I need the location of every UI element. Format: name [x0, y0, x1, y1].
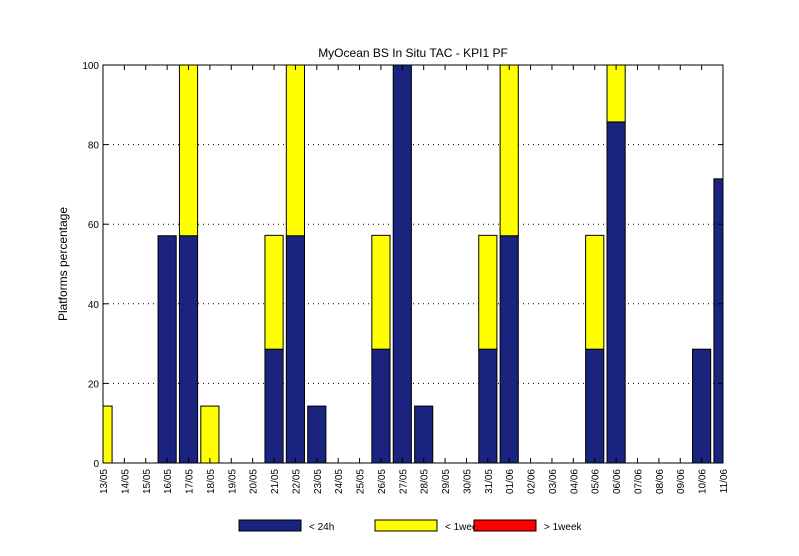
bar-26-05-series-0 [371, 348, 391, 464]
y-tick-label-1: 20 [88, 379, 100, 390]
x-tick-label-20: 02/06 [527, 469, 538, 494]
bar-26-05-series-1 [371, 234, 391, 350]
plot-frame [102, 64, 724, 464]
bar-01-06-series-0 [499, 235, 519, 464]
bar-22-05-series-0 [285, 235, 305, 464]
bar-31-05-series-0 [478, 348, 498, 464]
legend-swatch-1 [374, 519, 438, 532]
y-tick-label-5: 100 [82, 61, 99, 72]
y-axis-ticks: 0 20 40 60 80 100 [82, 61, 723, 470]
x-tick-label-22: 04/06 [569, 469, 580, 494]
x-tick-label-3: 16/05 [163, 469, 174, 494]
legend-label-1: < 1week [445, 522, 484, 533]
legend: < 24h < 1week > 1week [238, 519, 583, 533]
bar-13-05-series-1 [102, 405, 113, 464]
x-tick-label-6: 19/05 [227, 469, 238, 494]
x-tick-label-27: 09/06 [676, 469, 687, 494]
bar-18-05-series-1 [200, 405, 220, 464]
bar-16-05-series-0 [157, 235, 177, 464]
x-tick-label-5: 18/05 [206, 469, 217, 494]
bar-22-05-series-1 [285, 64, 305, 237]
bar-31-05-series-1 [478, 234, 498, 350]
x-tick-label-17: 30/05 [462, 469, 473, 494]
y-tick-label-2: 40 [88, 300, 100, 311]
chart-title: MyOcean BS In Situ TAC - KPI1 PF [318, 46, 508, 60]
legend-label-2: > 1week [544, 522, 583, 533]
y-tick-label-0: 0 [93, 459, 99, 470]
bar-21-05-series-1 [264, 234, 284, 350]
bar-06-06-series-1 [606, 64, 626, 123]
x-tick-label-1: 14/05 [120, 469, 131, 494]
x-tick-label-25: 07/06 [633, 469, 644, 494]
x-tick-label-7: 20/05 [249, 469, 260, 494]
x-tick-label-19: 01/06 [505, 469, 516, 494]
legend-swatch-0 [238, 519, 302, 532]
bar-01-06-series-1 [499, 64, 519, 237]
bar-10-06-series-0 [692, 348, 712, 464]
x-tick-label-15: 28/05 [420, 469, 431, 494]
bar-17-05-series-0 [178, 235, 199, 464]
x-tick-label-18: 31/05 [484, 469, 495, 494]
x-tick-label-14: 27/05 [398, 469, 409, 494]
x-tick-label-2: 15/05 [142, 469, 153, 494]
bar-21-05-series-0 [264, 348, 284, 464]
y-tick-label-4: 80 [88, 141, 100, 152]
bars [102, 64, 724, 464]
x-tick-label-23: 05/06 [591, 469, 602, 494]
x-tick-label-28: 10/06 [698, 469, 709, 494]
grid-lines [103, 144, 723, 384]
x-tick-label-9: 22/05 [291, 469, 302, 494]
legend-swatch-2 [473, 519, 537, 532]
bar-23-05-series-0 [307, 405, 327, 464]
x-tick-label-24: 06/06 [612, 469, 623, 494]
x-tick-label-26: 08/06 [655, 469, 666, 494]
bar-17-05-series-1 [178, 64, 199, 237]
bar-27-05-series-0 [392, 64, 412, 464]
x-tick-label-10: 23/05 [313, 469, 324, 494]
x-tick-label-29: 11/06 [719, 469, 730, 494]
bar-11-06-series-0 [713, 178, 724, 464]
x-tick-label-13: 26/05 [377, 469, 388, 494]
y-tick-label-3: 60 [88, 220, 100, 231]
x-tick-label-8: 21/05 [270, 469, 281, 494]
x-tick-label-0: 13/05 [99, 469, 110, 494]
x-tick-label-4: 17/05 [185, 469, 196, 494]
y-axis-label: Platforms percentage [56, 207, 70, 321]
x-tick-label-21: 03/06 [548, 469, 559, 494]
x-tick-label-16: 29/05 [441, 469, 452, 494]
bar-05-06-series-1 [585, 234, 605, 350]
bar-28-05-series-0 [414, 405, 434, 464]
legend-label-0: < 24h [309, 522, 334, 533]
bar-05-06-series-0 [585, 348, 605, 464]
bar-06-06-series-0 [606, 121, 626, 464]
x-tick-label-12: 25/05 [356, 469, 367, 494]
x-tick-label-11: 24/05 [334, 469, 345, 494]
x-axis-ticks: 13/05 14/05 15/05 16/05 17/05 18/05 19/05 20/05… [99, 65, 730, 494]
